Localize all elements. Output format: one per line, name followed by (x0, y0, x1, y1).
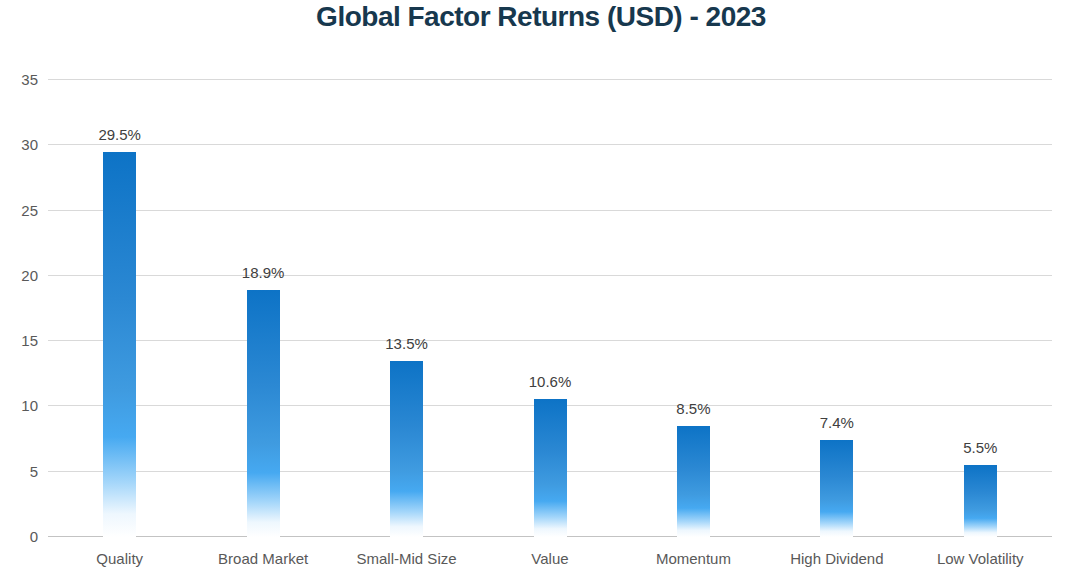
gridline (48, 340, 1052, 341)
bar-value-label: 8.5% (633, 400, 753, 417)
y-tick-label: 20 (21, 267, 38, 285)
bar-quality (103, 152, 136, 537)
bar-momentum (677, 426, 710, 537)
bar-low-volatility (964, 465, 997, 537)
bar-value-label: 10.6% (490, 373, 610, 390)
x-category-label: High Dividend (765, 550, 908, 568)
x-category-label: Quality (48, 550, 191, 568)
y-axis-labels: 05101520253035 (0, 80, 38, 537)
bar-value-label: 7.4% (777, 414, 897, 431)
bar-value-label: 13.5% (347, 335, 467, 352)
bar-small-mid-size (390, 361, 423, 537)
bar-value (534, 399, 567, 537)
x-category-label: Momentum (622, 550, 765, 568)
x-axis-labels: QualityBroad MarketSmall-Mid SizeValueMo… (48, 550, 1052, 574)
chart-title: Global Factor Returns (USD) - 2023 (0, 1, 1082, 33)
y-tick-label: 10 (21, 397, 38, 415)
y-tick-label: 5 (30, 463, 38, 481)
bar-broad-market (247, 290, 280, 537)
x-category-label: Low Volatility (909, 550, 1052, 568)
plot-area: 29.5% 18.9% 13.5% 10.6% 8.5% 7.4% 5.5% (48, 80, 1052, 537)
y-tick-label: 15 (21, 332, 38, 350)
bar-value-label: 5.5% (920, 439, 1040, 456)
x-category-label: Broad Market (191, 550, 334, 568)
gridline (48, 210, 1052, 211)
y-tick-label: 30 (21, 136, 38, 154)
x-category-label: Small-Mid Size (335, 550, 478, 568)
bar-high-dividend (820, 440, 853, 537)
y-tick-label: 25 (21, 202, 38, 220)
gridline (48, 144, 1052, 145)
x-category-label: Value (478, 550, 621, 568)
gridline (48, 79, 1052, 80)
y-tick-label: 0 (30, 528, 38, 546)
bar-chart: Global Factor Returns (USD) - 2023 29.5%… (0, 0, 1082, 581)
bar-value-label: 18.9% (203, 264, 323, 281)
bar-value-label: 29.5% (60, 126, 180, 143)
y-tick-label: 35 (21, 71, 38, 89)
gridline (48, 275, 1052, 276)
